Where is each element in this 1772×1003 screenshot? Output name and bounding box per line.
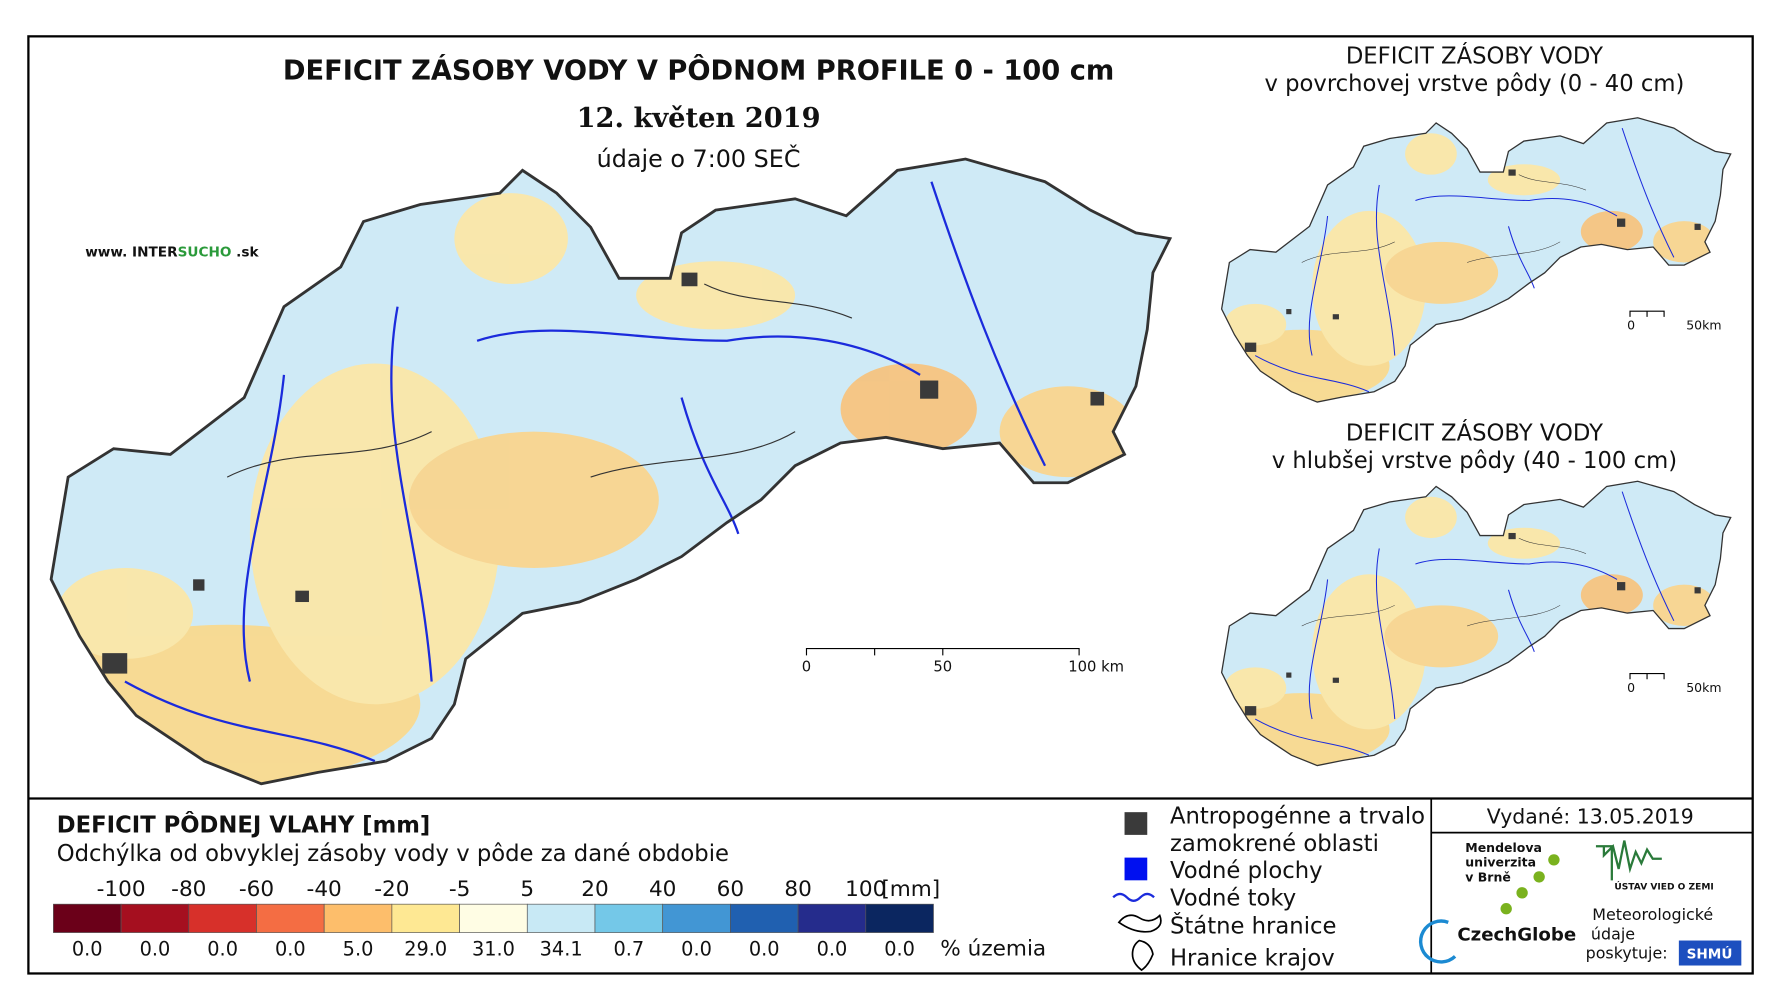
logo-text: Meteorologické (1592, 905, 1713, 924)
symbol-label: Vodné toky (1170, 885, 1296, 911)
scale-label: 100 km (1068, 658, 1124, 675)
symbol-label: Štátne hranice (1170, 912, 1336, 940)
legend-threshold: 40 (649, 877, 676, 902)
legend-swatch (391, 903, 460, 933)
scale-label: 0 (1627, 317, 1635, 332)
scale-bar (1629, 310, 1665, 317)
legend-threshold: 60 (717, 877, 744, 902)
title: DEFICIT ZÁSOBY VODY V PÔDNOM PROFILE 0 -… (283, 55, 1114, 87)
legend-swatch (459, 903, 528, 933)
legend-threshold: 100 (845, 877, 886, 902)
legend-share: 34.1 (540, 937, 583, 960)
legend-threshold: -100 (97, 877, 146, 902)
legend-threshold: -80 (171, 877, 206, 902)
legend-swatch (797, 903, 867, 933)
legend-swatch (188, 903, 257, 933)
legend-swatch (120, 903, 190, 933)
legend-swatch (526, 903, 596, 933)
symbol-label: Vodné plochy (1170, 858, 1323, 884)
legend-threshold: -5 (449, 877, 471, 902)
legend-swatch (865, 903, 934, 933)
inset-subtitle: v hlubšej vrstve pôdy (40 - 100 cm) (1272, 448, 1677, 474)
legend-swatch (662, 903, 731, 933)
logo-arc (1418, 919, 1457, 964)
legend-threshold: 80 (784, 877, 811, 902)
website: www. INTERSUCHO .sk (85, 245, 259, 261)
symbol-label: Antropogénne a trvalo zamokrené oblasti (1170, 804, 1425, 857)
legend-swatch (594, 903, 664, 933)
legend-threshold: -20 (374, 877, 409, 902)
legend-share: 0.0 (681, 937, 712, 960)
issued: Vydané: 13.05.2019 (1487, 805, 1694, 829)
legend-share: 31.0 (472, 937, 515, 960)
scale-bar (1629, 673, 1665, 680)
logo-text: SHMÚ (1687, 945, 1733, 963)
scale-label: 50 (933, 658, 952, 675)
symbol-legend (1112, 812, 1162, 972)
logo-text: Mendelova (1465, 840, 1542, 855)
legend-subtitle: Odchýlka od obvyklej zásoby vody v pôde … (57, 841, 729, 867)
time: údaje o 7:00 SEČ (597, 145, 801, 173)
legend-share-unit: % územia (940, 936, 1046, 961)
legend-share: 0.0 (140, 937, 171, 960)
legend-share: 0.0 (884, 937, 915, 960)
legend-threshold: 20 (581, 877, 608, 902)
legend-share: 0.0 (749, 937, 780, 960)
legend-swatch (730, 903, 799, 933)
legend-share: 0.0 (817, 937, 848, 960)
legend-unit: [mm] (881, 877, 940, 902)
legend-threshold: 5 (520, 877, 534, 902)
legend-threshold: -60 (239, 877, 274, 902)
scale-label: 50km (1686, 680, 1721, 695)
scale-label: 50km (1686, 317, 1721, 332)
logo-text: ÚSTAV VIED O ZEMI (1614, 880, 1713, 892)
legend-share: 0.0 (72, 937, 103, 960)
legend-share: 29.0 (404, 937, 447, 960)
logo-ustav (1595, 840, 1662, 881)
legend-share: 5.0 (343, 937, 374, 960)
logo-text: údaje (1591, 924, 1635, 943)
legend-threshold: -40 (307, 877, 342, 902)
legend-swatch (323, 903, 393, 933)
legend-share: 0.7 (613, 937, 644, 960)
legend-title: DEFICIT PÔDNEJ VLAHY [mm] (57, 811, 430, 839)
logo-shmu (1678, 940, 1742, 966)
scale-label: 0 (802, 658, 811, 675)
website-suffix: .sk (231, 245, 259, 261)
date: 12. květen 2019 (577, 102, 821, 134)
legend-share: 0.0 (275, 937, 306, 960)
logo-czechglobe: CzechGlobe (1457, 925, 1576, 946)
inset-title: DEFICIT ZÁSOBY VODY (1346, 42, 1603, 70)
legend-swatch (53, 903, 122, 933)
symbol-label: Hranice krajov (1170, 946, 1335, 972)
symbol-label-line: Antropogénne a trvalo (1170, 804, 1425, 830)
logo-text: v Brně (1465, 869, 1511, 884)
symbol-label-line: zamokrené oblasti (1170, 831, 1379, 857)
logo-dots (1500, 854, 1560, 915)
logo-text: poskytuje: (1586, 944, 1668, 963)
website-brand: SUCHO (178, 245, 232, 261)
inset-subtitle: v povrchovej vrstve pôdy (0 - 40 cm) (1264, 71, 1684, 97)
scale-label: 0 (1627, 680, 1635, 695)
logo-text: univerzita (1465, 855, 1536, 870)
website-prefix: www. INTER (85, 245, 178, 261)
legend-swatch (256, 903, 325, 933)
legend-share: 0.0 (207, 937, 238, 960)
legend: 0.0 0.0 0.0 0.0 5.0 29.0 31.0 34.1 0.7 0.0 0.0 0.0 0… (53, 877, 1046, 961)
inset-title: DEFICIT ZÁSOBY VODY (1346, 419, 1603, 447)
scale-bar (805, 648, 1080, 656)
